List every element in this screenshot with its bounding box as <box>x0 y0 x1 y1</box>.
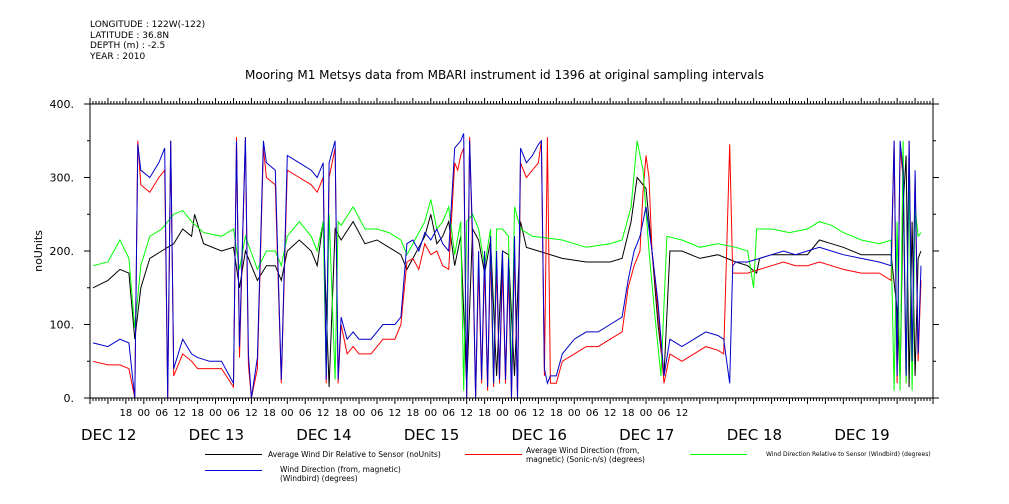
x-hour-label-1: 00 <box>137 408 150 419</box>
longitude-label: LONGITUDE : 122W(-122) <box>90 20 206 30</box>
legend-swatch-relative-dir <box>205 454 262 455</box>
x-day-label-1: DEC 13 <box>189 426 244 444</box>
x-hour-label-21: 00 <box>496 408 509 419</box>
x-hour-label-22: 06 <box>514 408 527 419</box>
x-hour-label-9: 00 <box>281 408 294 419</box>
depth-label: DEPTH (m) : -2.5 <box>90 41 166 51</box>
series-line-0 <box>92 155 922 388</box>
x-hour-label-14: 06 <box>371 408 384 419</box>
legend-label-windbird-relative: Wind Direction Relative to Sensor (Windb… <box>766 451 931 458</box>
x-hour-label-13: 00 <box>353 408 366 419</box>
x-hour-label-18: 06 <box>442 408 455 419</box>
x-hour-label-6: 06 <box>227 408 240 419</box>
y-tick-label-0: 0. <box>64 392 75 405</box>
x-hour-label-20: 18 <box>478 408 491 419</box>
x-hour-label-29: 00 <box>640 408 653 419</box>
x-hour-label-30: 06 <box>658 408 671 419</box>
series-line-1 <box>92 137 922 399</box>
x-hour-label-8: 18 <box>263 408 276 419</box>
y-tick-label-4: 400. <box>50 98 75 111</box>
x-day-label-6: DEC 18 <box>727 426 782 444</box>
x-hour-label-16: 18 <box>406 408 419 419</box>
x-hour-label-2: 06 <box>155 408 168 419</box>
year-label: YEAR : 2010 <box>90 51 146 62</box>
chart-title: Mooring M1 Metsys data from MBARI instru… <box>245 68 764 82</box>
series-line-3 <box>92 133 922 399</box>
legend-swatch-windbird-relative <box>690 454 747 455</box>
x-hour-label-24: 18 <box>550 408 563 419</box>
x-hour-label-31: 12 <box>676 408 689 419</box>
x-day-label-7: DEC 19 <box>834 426 889 444</box>
x-hour-label-4: 18 <box>191 408 204 419</box>
x-day-label-2: DEC 14 <box>296 426 351 444</box>
x-day-label-4: DEC 16 <box>512 426 567 444</box>
legend-label-windbird-magnetic: Wind Direction (from, magnetic) (Windbir… <box>280 465 401 483</box>
y-axis-label: noUnits <box>32 230 45 272</box>
latitude-label: LATITUDE : 36.8N <box>90 30 170 41</box>
x-hour-label-0: 18 <box>120 408 133 419</box>
y-tick-label-2: 200. <box>50 245 75 258</box>
x-hour-label-15: 12 <box>389 408 402 419</box>
x-hour-label-25: 00 <box>568 408 581 419</box>
x-hour-label-7: 12 <box>245 408 258 419</box>
series-line-2 <box>92 140 922 391</box>
x-hour-label-23: 12 <box>532 408 545 419</box>
x-hour-label-10: 06 <box>299 408 312 419</box>
x-hour-label-5: 00 <box>209 408 222 419</box>
y-tick-label-1: 100. <box>50 319 75 332</box>
x-hour-label-26: 06 <box>586 408 599 419</box>
legend-label-relative-dir: Average Wind Dir Relative to Sensor (noU… <box>268 450 441 459</box>
x-hour-label-17: 00 <box>424 408 437 419</box>
x-day-label-3: DEC 15 <box>404 426 459 444</box>
x-hour-label-11: 12 <box>317 408 330 419</box>
x-hour-label-27: 12 <box>604 408 617 419</box>
legend-swatch-windbird-magnetic <box>205 470 262 471</box>
x-day-label-5: DEC 17 <box>619 426 674 444</box>
x-day-label-0: DEC 12 <box>81 426 136 444</box>
x-hour-label-19: 12 <box>460 408 473 419</box>
metadata-block: LONGITUDE : 122W(-122) LATITUDE : 36.8N … <box>90 20 205 62</box>
x-hour-label-3: 12 <box>173 408 186 419</box>
x-hour-label-28: 18 <box>622 408 635 419</box>
y-tick-label-3: 300. <box>50 172 75 185</box>
x-hour-label-12: 18 <box>335 408 348 419</box>
legend-label-sonic-dir: Average Wind Direction (from, magnetic) … <box>526 446 645 464</box>
legend-swatch-sonic-dir <box>465 454 522 455</box>
